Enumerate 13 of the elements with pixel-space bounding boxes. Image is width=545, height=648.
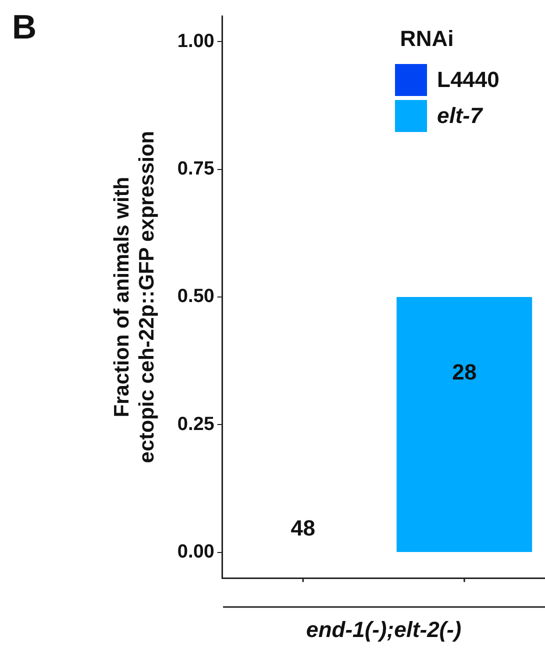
y-tick-label: 1.00	[177, 30, 214, 52]
x-axis-title: end-1(-);elt-2(-)	[306, 617, 462, 642]
legend-label: L4440	[437, 67, 500, 93]
annotation: 28	[452, 360, 477, 385]
legend-title: RNAi	[400, 26, 455, 52]
legend-label: elt-7	[437, 103, 482, 129]
y-tick-label: 0.50	[177, 286, 214, 308]
y-axis-title: Fraction of animals with ectopic ceh-22p::GFP expression	[110, 130, 159, 464]
y-tick-label: 0.00	[177, 542, 214, 563]
y-tick-label: 0.25	[177, 414, 215, 435]
text: B	[12, 8, 37, 46]
y-tick-label: 0.75	[177, 158, 215, 180]
annotation: 48	[290, 516, 316, 541]
